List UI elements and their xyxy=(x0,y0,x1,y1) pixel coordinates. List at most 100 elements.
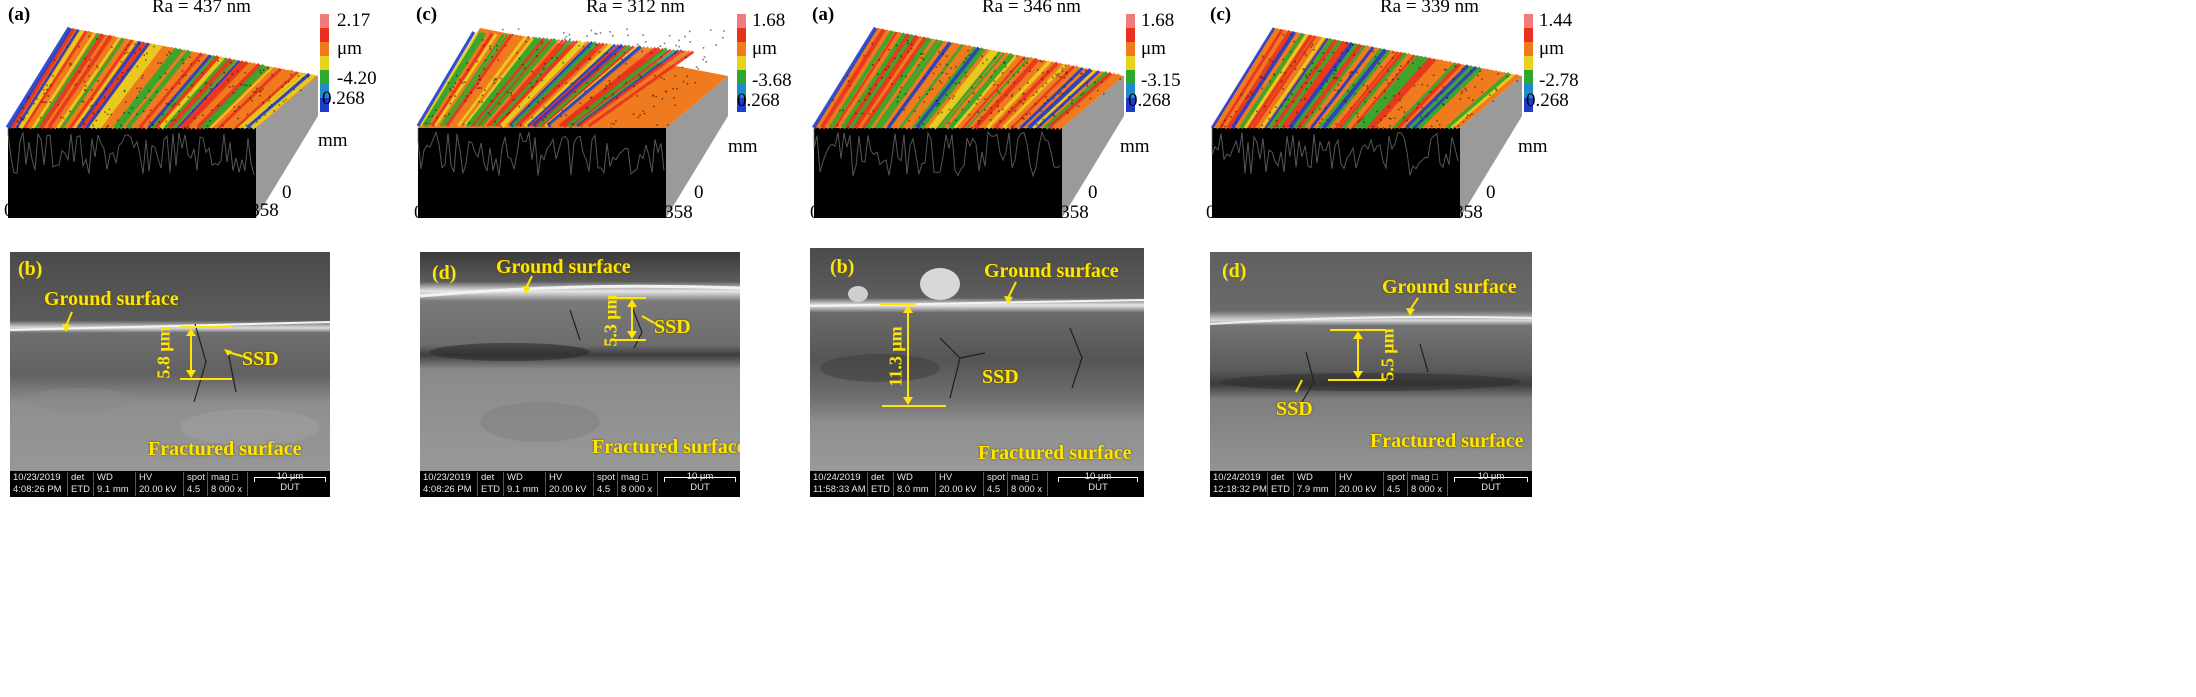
surface-speck xyxy=(128,112,130,114)
surface-speck xyxy=(518,57,521,60)
surface-speck xyxy=(1395,73,1398,76)
surface-streak xyxy=(92,43,159,130)
surface-speck xyxy=(644,41,647,43)
ground-surface-label: Ground surface xyxy=(1382,276,1517,298)
surface-speck xyxy=(1421,119,1423,122)
surface-speck xyxy=(586,35,588,37)
surface-speck xyxy=(150,109,152,112)
surface-speck xyxy=(171,104,174,107)
surface-speck xyxy=(541,41,543,44)
surface-speck xyxy=(878,59,880,61)
surface-speck xyxy=(1030,127,1033,130)
surface-speck xyxy=(1003,62,1006,64)
surface-speck xyxy=(81,100,83,102)
surface-streak xyxy=(60,37,126,129)
surface-streak xyxy=(845,33,911,130)
surface-streak xyxy=(1264,37,1329,129)
surface-speck xyxy=(1264,105,1266,108)
surface-speck xyxy=(516,52,519,54)
surface-speck xyxy=(57,104,60,106)
surface-streak xyxy=(1301,44,1367,129)
surface-speck xyxy=(641,50,643,53)
surface-streak xyxy=(486,39,565,127)
surface-streak xyxy=(1446,71,1512,130)
info-hv: 20.00 kV xyxy=(939,484,977,495)
surface-speck xyxy=(849,85,851,87)
surface-label: (c) xyxy=(1210,4,1231,25)
surface-front-face xyxy=(418,128,666,218)
surface-speck xyxy=(1052,97,1055,100)
scale-bar xyxy=(1058,477,1138,482)
surface-mesh xyxy=(416,28,728,218)
surface-speck xyxy=(1333,73,1336,75)
surface-speck xyxy=(1032,94,1035,97)
surface-speck xyxy=(1326,80,1328,83)
surface-speck xyxy=(1435,99,1438,102)
surface-speck xyxy=(665,90,667,93)
surface-speck xyxy=(1389,118,1392,120)
surface-speck xyxy=(1432,74,1435,77)
info-spot: 4.5 xyxy=(187,484,201,495)
surface-speck xyxy=(171,87,173,90)
surface-speck xyxy=(249,84,252,87)
surface-speck xyxy=(227,79,229,81)
surface-speck xyxy=(477,83,480,85)
surface-speck xyxy=(1454,65,1457,68)
surface-speck xyxy=(1016,55,1018,57)
surface-speck xyxy=(985,58,988,61)
surface-streak xyxy=(1260,36,1325,129)
surface-speck xyxy=(569,38,571,41)
surface-speck xyxy=(282,100,285,103)
surface-speck xyxy=(674,75,677,77)
info-mag-header: mag □ xyxy=(1411,472,1438,483)
surface-speck xyxy=(494,120,496,123)
surface-speck xyxy=(674,51,677,54)
surface-speck xyxy=(918,96,921,99)
surface-speck xyxy=(1261,124,1264,127)
surface-streak xyxy=(1450,73,1515,130)
surface-speck xyxy=(466,62,469,65)
surface-streak xyxy=(159,55,225,130)
surface-speck xyxy=(1363,121,1365,123)
surface-speck xyxy=(1041,78,1043,81)
surface-speck xyxy=(290,73,292,76)
y-axis-unit: mm xyxy=(318,130,348,151)
surface-speck xyxy=(106,125,108,128)
surface-speck xyxy=(1380,66,1383,68)
surface-speck xyxy=(1064,85,1066,88)
colorbar xyxy=(1126,14,1135,112)
surface-speck xyxy=(968,54,971,56)
surface-speck xyxy=(1313,49,1315,51)
surface-speck xyxy=(1029,70,1031,72)
surface-speck xyxy=(1061,93,1064,95)
surface-speck xyxy=(1061,104,1064,107)
surface-speck xyxy=(1353,54,1355,56)
surface-speck xyxy=(599,32,602,34)
info-mag: 8 000 x xyxy=(621,484,653,495)
surface-streak xyxy=(961,56,1026,129)
surface-speck xyxy=(1406,119,1408,122)
surface-speck xyxy=(663,42,666,45)
surface-streak xyxy=(833,31,898,129)
surface-speck xyxy=(216,83,218,86)
surface-speck xyxy=(1294,60,1297,63)
surface-speck xyxy=(1495,89,1498,92)
surface-speck xyxy=(569,127,572,130)
surface-streak xyxy=(35,32,101,129)
surface-streak xyxy=(10,27,76,129)
surface-speck xyxy=(1077,105,1080,108)
surface-speck xyxy=(66,45,68,48)
surface-speck xyxy=(138,90,141,93)
surface-streak xyxy=(890,41,957,130)
surface-speck xyxy=(1385,79,1388,81)
surface-speck xyxy=(703,56,706,58)
surface-speck xyxy=(990,112,993,115)
surface-speck xyxy=(33,102,35,105)
panel-column-1: (a) Ra = 437 nm 2.17 μm -4.20 0.268 mm 0… xyxy=(0,0,540,697)
zmin-label: -3.68 xyxy=(752,70,792,91)
surface-speck xyxy=(1037,69,1039,71)
surface-streak xyxy=(477,38,553,127)
surface-streak xyxy=(1379,59,1446,130)
x-axis-unit: mm xyxy=(934,202,964,223)
ssd-label: SSD xyxy=(1276,398,1313,420)
